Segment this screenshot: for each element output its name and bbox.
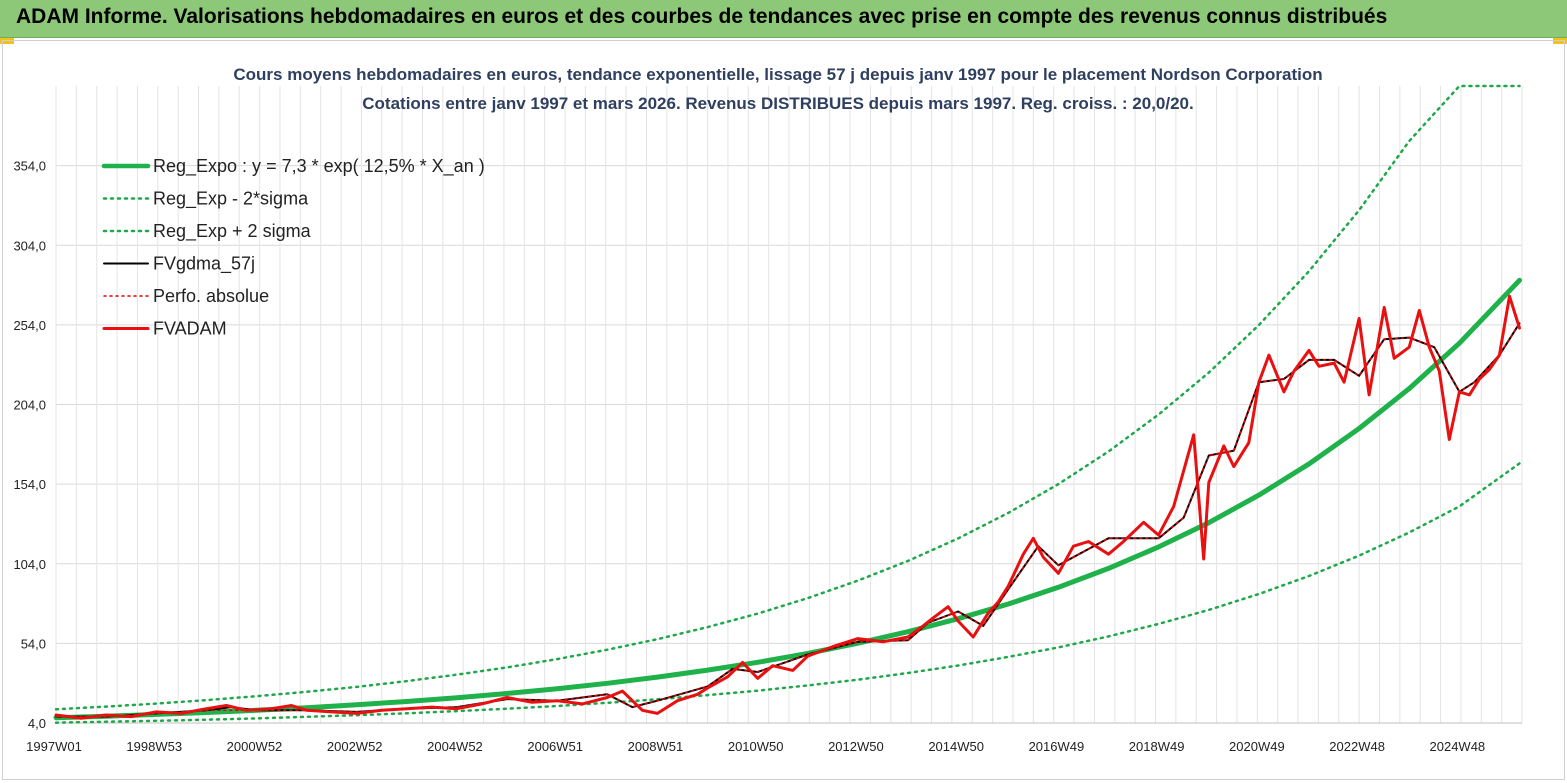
legend-label: Reg_Expo : y = 7,3 * exp( 12,5% * X_an ) (153, 156, 485, 177)
report-banner: ADAM Informe. Valorisations hebdomadaire… (0, 0, 1567, 38)
series-lines (53, 84, 1522, 724)
y-tick-label: 204,0 (13, 398, 46, 413)
chart-title-line-1: Cours moyens hebdomadaires en euros, ten… (233, 65, 1322, 84)
y-tick-label: 4,0 (28, 716, 46, 731)
x-tick-label: 2012W50 (828, 739, 884, 754)
x-tick-label: 2022W48 (1329, 739, 1385, 754)
x-tick-label: 1998W53 (126, 739, 182, 754)
chart-frame (2, 40, 1565, 780)
series-line-fvadam (54, 294, 1521, 720)
x-tick-label: 2020W49 (1229, 739, 1285, 754)
grid-lines (55, 86, 1523, 724)
y-tick-label: 254,0 (13, 318, 46, 333)
x-tick-label: 2008W51 (628, 739, 684, 754)
legend-label: FVADAM (153, 319, 227, 339)
x-tick-label: 1997W01 (26, 739, 82, 754)
x-tick-label: 2004W52 (427, 739, 483, 754)
corner-marker-right (1553, 38, 1567, 44)
y-tick-label: 54,0 (21, 636, 46, 651)
legend: Reg_Expo : y = 7,3 * exp( 12,5% * X_an )… (101, 156, 485, 339)
corner-marker-left (0, 38, 14, 44)
legend-label: Perfo. absolue (153, 286, 269, 306)
series-line-reg-expo-y-7-3-exp-12-5- (53, 277, 1522, 721)
x-tick-label: 2014W50 (928, 739, 984, 754)
report-title: ADAM Informe. Valorisations hebdomadaire… (16, 5, 1388, 28)
y-tick-label: 304,0 (13, 238, 46, 253)
x-tick-label: 2016W49 (1029, 739, 1085, 754)
chart-title-line-2: Cotations entre janv 1997 et mars 2026. … (362, 94, 1193, 113)
legend-label: FVgdma_57j (153, 254, 255, 275)
series-line-reg-exp-2-sigma (54, 84, 1521, 711)
axis-labels: 4,0 54,0 104,0 154,0 204,0 254,0 304,0 354,0 199… (13, 159, 1485, 754)
x-tick-label: 2000W52 (227, 739, 283, 754)
y-tick-label: 104,0 (13, 557, 46, 572)
y-tick-label: 154,0 (13, 477, 46, 492)
legend-label: Reg_Exp + 2 sigma (153, 221, 312, 242)
legend-label: Reg_Exp - 2*sigma (153, 189, 309, 210)
x-tick-label: 2024W48 (1430, 739, 1486, 754)
x-tick-label: 2010W50 (728, 739, 784, 754)
x-tick-label: 2006W51 (527, 739, 583, 754)
series-line-reg-exp-2-sigma (54, 462, 1521, 724)
x-tick-label: 2018W49 (1129, 739, 1185, 754)
x-tick-label: 2002W52 (327, 739, 383, 754)
y-tick-label: 354,0 (13, 159, 46, 174)
